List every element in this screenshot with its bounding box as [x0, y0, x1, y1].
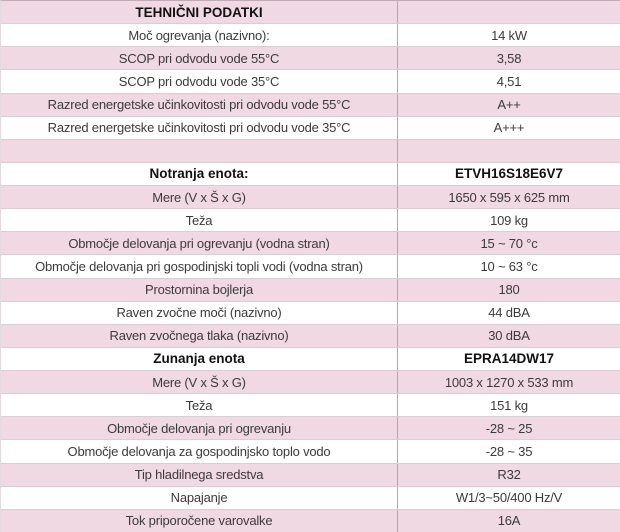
row-label: Območje delovanja pri ogrevanju (vodna s… [68, 235, 330, 251]
row-value: 15 ~ 70 °c [397, 232, 620, 255]
row-label: SCOP pri odvodu vode 35°C [118, 73, 280, 89]
row-label: Raven zvočne moči (nazivno) [116, 305, 282, 321]
row-value: 109 kg [397, 209, 620, 232]
row-value: A+++ [397, 116, 620, 139]
table-row: Moč ogrevanja (nazivno): 14 kW [1, 24, 620, 48]
row-label: Zunanja enota [153, 351, 245, 367]
row-value: 16A [397, 509, 620, 532]
table-row: Razred energetske učinkovitosti pri odvo… [1, 93, 620, 117]
row-label: Tok priporočene varovalke [125, 513, 273, 529]
row-value: A++ [397, 93, 620, 116]
row-value: EPRA14DW17 [397, 347, 620, 370]
row-value: 151 kg [397, 394, 620, 417]
row-value: 10 ~ 63 °c [397, 255, 620, 278]
table-row: Raven zvočne moči (nazivno) 44 dBA [1, 301, 620, 325]
table-row: Tok priporočene varovalke 16A [1, 509, 620, 532]
table-row: Območje delovanja pri ogrevanju -28 ~ 25 [1, 417, 620, 441]
row-label: Moč ogrevanja (nazivno): [128, 27, 270, 43]
table-row: SCOP pri odvodu vode 35°C 4,51 [1, 70, 620, 94]
row-label: Razred energetske učinkovitosti pri odvo… [47, 97, 351, 113]
table-header-row: TEHNIČNI PODATKI [1, 1, 620, 25]
table-row: Območje delovanja pri ogrevanju (vodna s… [1, 232, 620, 256]
table-row: Mere (V x Š x G) 1650 x 595 x 625 mm [1, 186, 620, 210]
row-label: Prostornina bojlerja [144, 282, 253, 298]
table-row: Notranja enota: ETVH16S18E6V7 [1, 162, 620, 186]
row-value: W1/3~50/400 Hz/V [397, 486, 620, 509]
row-value [397, 1, 620, 24]
table-row [1, 139, 620, 163]
row-value: -28 ~ 25 [397, 417, 620, 440]
table-row: SCOP pri odvodu vode 55°C 3,58 [1, 47, 620, 71]
row-label: Območje delovanja pri gospodinjski topli… [35, 258, 363, 274]
row-label [1, 140, 397, 162]
row-value: 30 dBA [397, 324, 620, 347]
table-row: Območje delovanja pri gospodinjski topli… [1, 255, 620, 279]
row-label: Teža [185, 397, 213, 413]
row-label: Območje delovanja za gospodinjsko toplo … [67, 443, 331, 459]
row-value: 44 dBA [397, 301, 620, 324]
row-value: 3,58 [397, 47, 620, 70]
row-label: Napajanje [170, 490, 228, 506]
row-label: Notranja enota: [149, 166, 249, 182]
row-label: Območje delovanja pri ogrevanju [107, 420, 291, 436]
row-label: Tip hladilnega sredstva [134, 467, 264, 483]
table-row: Napajanje W1/3~50/400 Hz/V [1, 486, 620, 510]
row-value: ETVH16S18E6V7 [397, 162, 620, 185]
row-value: R32 [397, 463, 620, 486]
table-row: Razred energetske učinkovitosti pri odvo… [1, 116, 620, 140]
table-row: Raven zvočnega tlaka (nazivno) 30 dBA [1, 324, 620, 348]
row-value: 1650 x 595 x 625 mm [397, 186, 620, 209]
row-value: 180 [397, 278, 620, 301]
row-value [397, 139, 620, 162]
table-row: Tip hladilnega sredstva R32 [1, 463, 620, 487]
row-value: -28 ~ 35 [397, 440, 620, 463]
row-value: 4,51 [397, 70, 620, 93]
table-row: Teža 109 kg [1, 209, 620, 233]
row-label: Raven zvočnega tlaka (nazivno) [109, 328, 289, 344]
table-row: Mere (V x Š x G) 1003 x 1270 x 533 mm [1, 371, 620, 395]
row-value: 1003 x 1270 x 533 mm [397, 371, 620, 394]
row-label: Mere (V x Š x G) [152, 374, 246, 390]
row-label: Razred energetske učinkovitosti pri odvo… [47, 120, 351, 136]
row-label: SCOP pri odvodu vode 55°C [118, 50, 280, 66]
table-title: TEHNIČNI PODATKI [135, 4, 263, 20]
table-row: Območje delovanja za gospodinjsko toplo … [1, 440, 620, 464]
table-row: Teža 151 kg [1, 394, 620, 418]
row-label: Mere (V x Š x G) [152, 189, 246, 205]
table-row: Zunanja enota EPRA14DW17 [1, 347, 620, 371]
row-label: Teža [185, 212, 213, 228]
row-value: 14 kW [397, 24, 620, 47]
table-row: Prostornina bojlerja 180 [1, 278, 620, 302]
